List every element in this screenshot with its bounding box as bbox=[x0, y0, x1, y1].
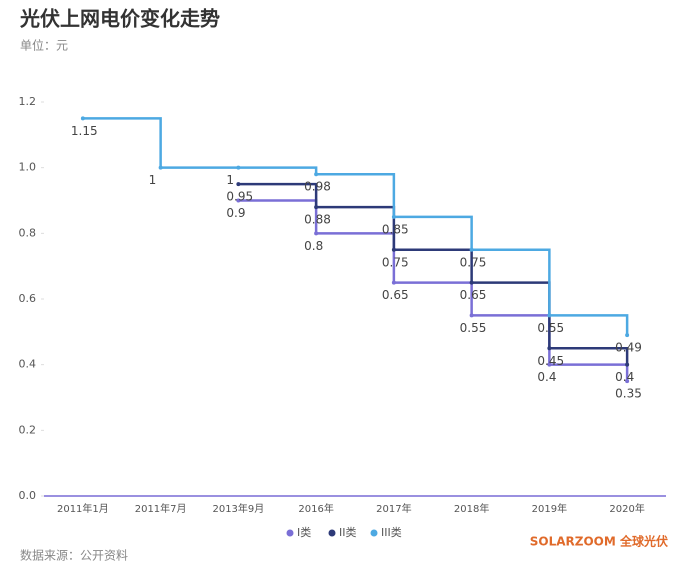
value-label: 0.4 bbox=[615, 370, 634, 384]
point bbox=[547, 346, 552, 351]
x-tick-label: 2016年 bbox=[298, 502, 333, 515]
value-label: 1.15 bbox=[71, 124, 98, 138]
chart-title: 光伏上网电价变化走势 bbox=[19, 7, 220, 31]
value-label: 0.49 bbox=[615, 341, 642, 355]
value-label: 0.35 bbox=[615, 387, 642, 401]
y-tick-label: 0.6 bbox=[19, 292, 37, 305]
x-tick-label: 2019年 bbox=[532, 502, 567, 515]
point bbox=[469, 280, 474, 285]
y-tick-label: 0.0 bbox=[19, 489, 37, 502]
value-label: 0.75 bbox=[460, 255, 487, 269]
point bbox=[625, 362, 630, 367]
point bbox=[625, 333, 630, 338]
value-label: 0.75 bbox=[382, 255, 409, 269]
value-label: 0.55 bbox=[460, 321, 487, 335]
step-line bbox=[82, 117, 629, 336]
value-label: 0.55 bbox=[537, 321, 564, 335]
y-tick-label: 1.0 bbox=[19, 161, 37, 174]
value-label: 0.88 bbox=[304, 213, 331, 227]
point bbox=[314, 172, 319, 177]
legend-label: II类 bbox=[339, 525, 357, 539]
x-tick-label: 2011年7月 bbox=[135, 502, 187, 515]
point bbox=[236, 182, 241, 187]
point bbox=[547, 313, 552, 318]
legend-label: I类 bbox=[297, 525, 311, 539]
value-label: 1 bbox=[226, 173, 234, 187]
step-line bbox=[238, 182, 629, 365]
point bbox=[158, 165, 163, 170]
x-tick-label: 2020年 bbox=[609, 502, 644, 515]
point bbox=[314, 205, 319, 210]
point bbox=[391, 247, 396, 252]
watermark: SOLARZOOM 全球光伏 bbox=[530, 534, 668, 549]
point bbox=[236, 198, 241, 203]
value-label: 0.45 bbox=[537, 354, 564, 368]
y-tick-label: 0.8 bbox=[19, 226, 37, 239]
y-tick-label: 0.2 bbox=[19, 423, 37, 436]
legend-marker bbox=[328, 529, 336, 537]
value-label: 0.85 bbox=[382, 222, 409, 236]
value-label: 0.95 bbox=[226, 190, 253, 204]
value-label: 0.4 bbox=[537, 370, 556, 384]
chart-subtitle: 单位：元 bbox=[20, 38, 68, 53]
point bbox=[469, 247, 474, 252]
x-tick-label: 2018年 bbox=[454, 502, 489, 515]
source: 数据来源：公开资料 bbox=[20, 548, 128, 563]
x-tick-label: 2017年 bbox=[376, 502, 411, 515]
point bbox=[547, 362, 552, 367]
step-line bbox=[238, 199, 629, 382]
point bbox=[391, 280, 396, 285]
value-label: 1 bbox=[149, 173, 157, 187]
point bbox=[469, 313, 474, 318]
value-label: 0.65 bbox=[382, 288, 409, 302]
x-tick-label: 2011年1月 bbox=[57, 502, 109, 515]
point bbox=[80, 116, 85, 121]
value-label: 0.98 bbox=[304, 180, 331, 194]
point bbox=[314, 231, 319, 236]
point bbox=[236, 165, 241, 170]
point bbox=[625, 379, 630, 384]
x-tick-label: 2013年9月 bbox=[212, 502, 264, 515]
point bbox=[391, 214, 396, 219]
value-label: 0.9 bbox=[226, 206, 245, 220]
value-label: 0.65 bbox=[460, 288, 487, 302]
legend-marker bbox=[286, 529, 294, 537]
legend-marker bbox=[370, 529, 378, 537]
legend-label: III类 bbox=[381, 525, 402, 539]
y-tick-label: 0.4 bbox=[19, 358, 37, 371]
y-tick-label: 1.2 bbox=[19, 95, 37, 108]
value-label: 0.8 bbox=[304, 239, 323, 253]
